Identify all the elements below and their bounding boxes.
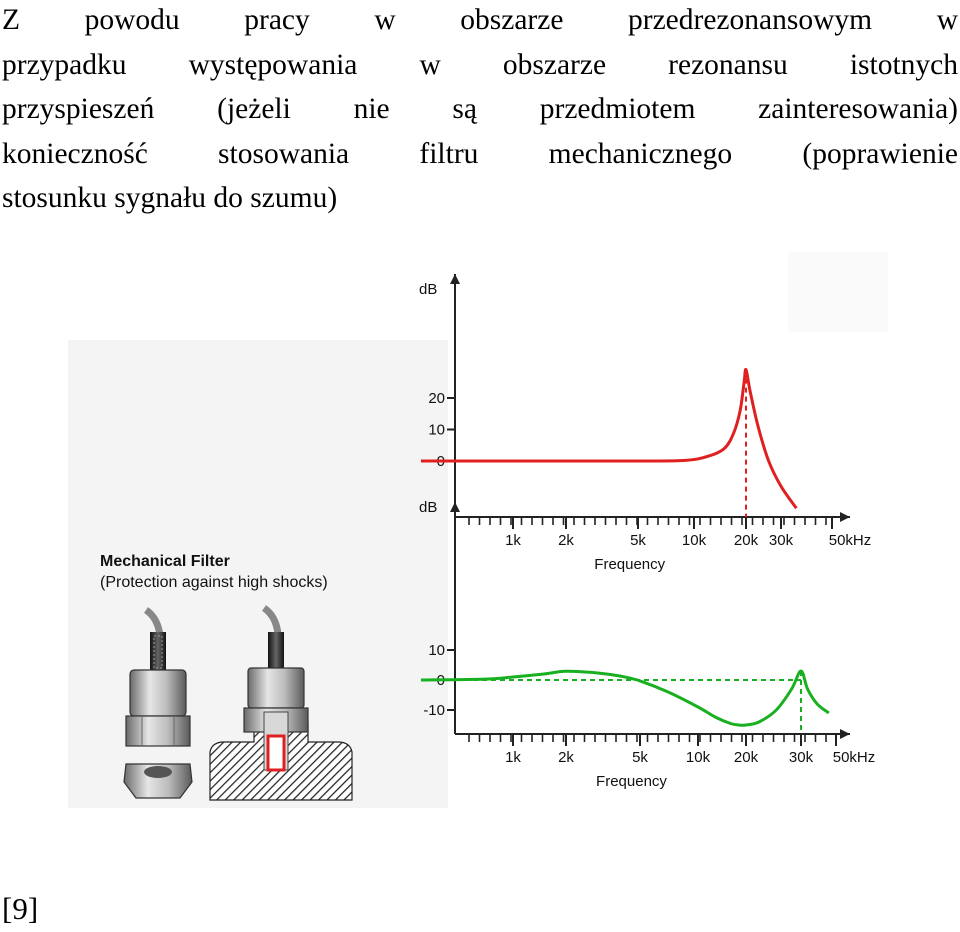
paragraph-line: stosunku sygnału do szumu) — [2, 182, 338, 214]
x-tick-label: 2k — [558, 749, 574, 766]
paragraph-line: przyspieszeń (jeżeli nie są przedmiotem … — [2, 93, 958, 125]
mechanical-filter-figure: Mechanical Filter (Protection against hi… — [68, 252, 890, 808]
series-line — [420, 669, 830, 727]
figure-canvas: Mechanical Filter (Protection against hi… — [68, 252, 888, 808]
y-tick-label: 10 — [428, 642, 445, 659]
y-axis-label: dB — [419, 499, 437, 516]
sensor-with-mechanical-filter-icon — [209, 605, 353, 801]
x-tick-label: 1k — [505, 532, 521, 549]
x-tick-label: 5k — [632, 749, 648, 766]
body-paragraph: Z powodu pracy w obszarze przedrezonanso… — [2, 0, 958, 221]
x-tick-label: 30k — [789, 749, 814, 766]
x-tick-label: 50kHz — [833, 749, 876, 766]
y-tick-label: 10 — [428, 422, 445, 439]
x-axis-arrow — [840, 729, 850, 739]
figure-label-subtitle: (Protection against high shocks) — [100, 574, 328, 591]
x-tick-label: 50kHz — [829, 532, 872, 549]
y-axis-arrow — [450, 274, 460, 284]
y-tick-label: -10 — [423, 702, 445, 719]
hex-nut-icon — [123, 763, 193, 799]
x-tick-label: 1k — [505, 749, 521, 766]
paragraph-line: konieczność stosowania filtru mechaniczn… — [2, 137, 958, 170]
x-tick-label: 2k — [558, 532, 574, 549]
x-axis-arrow — [840, 512, 850, 522]
corner-shade — [788, 252, 888, 332]
x-tick-label: 20k — [734, 532, 759, 549]
x-tick-label: 10k — [682, 532, 707, 549]
y-axis-arrow — [450, 502, 460, 512]
filter-insert — [266, 734, 286, 772]
y-tick-label: 20 — [428, 390, 445, 407]
x-tick-label: 30k — [769, 532, 794, 549]
paragraph-line: Z powodu pracy w obszarze przedrezonanso… — [2, 4, 958, 36]
y-axis-label: dB — [419, 281, 437, 298]
reference-marker: [9] — [2, 891, 39, 926]
x-tick-label: 5k — [630, 532, 646, 549]
sensor-without-filter-icon — [125, 607, 191, 747]
paragraph-line: przypadku występowania w obszarze rezona… — [2, 48, 958, 81]
x-tick-label: 20k — [734, 749, 759, 766]
x-axis-label: Frequency — [594, 556, 665, 573]
series-line — [420, 367, 798, 510]
x-axis-label: Frequency — [596, 773, 667, 790]
x-tick-label: 10k — [686, 749, 711, 766]
figure-label-title: Mechanical Filter — [100, 553, 230, 570]
